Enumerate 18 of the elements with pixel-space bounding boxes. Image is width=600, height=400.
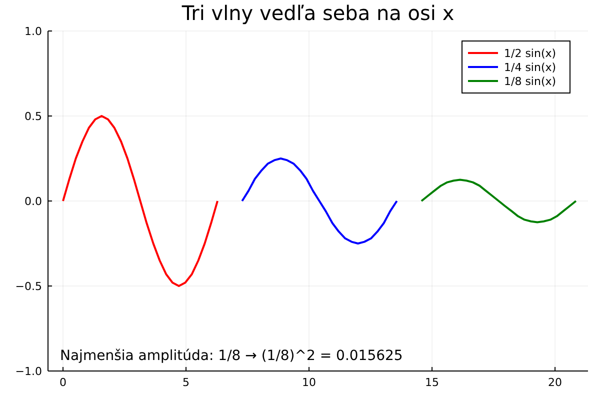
chart-title: Tri vlny vedľa seba na osi x <box>180 1 454 25</box>
legend-label: 1/8 sin(x) <box>504 75 556 88</box>
y-tick-label: 0.5 <box>24 110 42 123</box>
x-tick-label: 15 <box>425 376 440 389</box>
y-tick-label: 0.0 <box>24 195 42 208</box>
annotation: Najmenšia amplitúda: 1/8 → (1/8)^2 = 0.015625 <box>60 348 403 364</box>
y-tick-label: −0.5 <box>15 280 42 293</box>
x-tick-label: 0 <box>60 376 67 389</box>
y-tick-label: 1.0 <box>24 25 42 38</box>
x-tick-label: 10 <box>302 376 316 389</box>
x-tick-label: 20 <box>548 376 562 389</box>
line-series <box>420 178 577 224</box>
legend-label: 1/4 sin(x) <box>504 61 556 74</box>
legend-label: 1/2 sin(x) <box>504 47 556 60</box>
line-series <box>62 115 219 287</box>
y-tick-label: −1.0 <box>15 365 42 378</box>
x-tick-label: 5 <box>182 376 190 389</box>
line-series <box>241 158 398 244</box>
